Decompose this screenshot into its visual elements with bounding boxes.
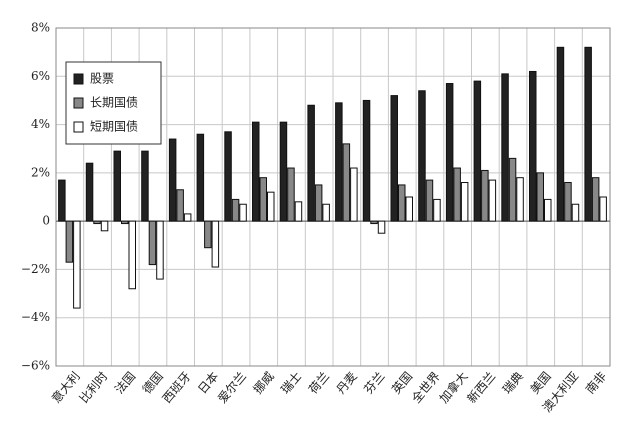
y-tick-label: −6% [21, 359, 50, 373]
y-tick-label: 0 [42, 214, 50, 228]
bar [501, 73, 509, 222]
x-tick-label: 日本 [195, 369, 221, 396]
bar [65, 220, 74, 263]
bar [529, 70, 537, 222]
legend-swatch [73, 121, 84, 133]
bar [362, 99, 371, 222]
bar [453, 167, 461, 222]
bar [73, 220, 81, 309]
bar [204, 220, 212, 249]
legend-label: 长期国债 [90, 96, 138, 110]
bar [224, 131, 232, 222]
bar [591, 177, 600, 222]
bar [342, 143, 351, 222]
bar [488, 179, 497, 222]
bar [536, 172, 544, 222]
x-tick-label: 比利时 [77, 369, 111, 406]
x-tick-label: 芬兰 [361, 369, 387, 396]
x-tick-label: 荷兰 [306, 369, 332, 396]
bar [168, 138, 177, 222]
bar [314, 184, 323, 222]
bar [322, 203, 330, 222]
x-tick-label: 加拿大 [436, 369, 471, 406]
bar [433, 198, 441, 222]
bar [584, 46, 592, 222]
x-tick-label: 南非 [582, 369, 609, 397]
x-tick-label: 瑞典 [500, 369, 526, 396]
bar [100, 220, 109, 232]
bar [239, 203, 247, 222]
bar [121, 220, 129, 225]
bar [307, 104, 315, 222]
bar [259, 177, 267, 222]
legend-swatch [73, 97, 84, 109]
x-tick-label: 爱尔兰 [214, 369, 249, 406]
bar [252, 121, 260, 222]
bar [176, 189, 184, 222]
bar [335, 102, 343, 222]
x-tick-label: 法国 [112, 369, 138, 396]
bar [418, 90, 426, 222]
bar [294, 201, 303, 222]
x-tick-label: 英国 [389, 369, 415, 396]
bar [93, 220, 101, 225]
bar [156, 220, 164, 280]
bar [544, 198, 552, 222]
bar [148, 220, 157, 266]
bar [279, 121, 288, 222]
x-tick-label: 全世界 [408, 369, 443, 406]
bar [128, 220, 136, 290]
y-tick-label: 2% [31, 165, 50, 179]
y-tick-label: 4% [31, 117, 50, 131]
legend-swatch [73, 73, 84, 85]
bar [231, 198, 240, 222]
bar [481, 169, 489, 222]
legend-label: 股票 [90, 72, 114, 86]
x-tick-label: 德国 [139, 369, 166, 397]
legend-label: 短期国债 [90, 120, 138, 134]
y-tick-label: −2% [21, 262, 50, 276]
bar [58, 179, 66, 222]
bar [196, 133, 205, 222]
x-tick-label: 丹麦 [334, 369, 360, 396]
bar [113, 150, 121, 222]
bar [405, 196, 413, 222]
bar [508, 157, 517, 222]
bar [377, 220, 386, 234]
bar [287, 167, 295, 222]
y-tick-label: 8% [31, 21, 50, 35]
bar [211, 220, 220, 268]
bar [556, 46, 565, 222]
bar [390, 95, 398, 222]
plot-frame [55, 27, 611, 367]
x-tick-label: 西班牙 [160, 369, 194, 406]
bar [564, 182, 572, 222]
x-tick-label: 意大利 [48, 369, 83, 406]
bar [85, 162, 94, 222]
y-tick-label: 6% [31, 69, 50, 83]
bar [141, 150, 149, 222]
bar [425, 179, 434, 222]
x-tick-label: 新西兰 [464, 369, 499, 406]
bar [370, 220, 378, 225]
bar [183, 213, 192, 222]
x-tick-label: 挪威 [251, 369, 277, 396]
bar [460, 182, 469, 222]
bar [350, 167, 358, 222]
bar [445, 83, 454, 222]
bar [398, 184, 406, 222]
bar [473, 80, 482, 222]
bar [516, 177, 524, 222]
x-tick-label: 美国 [528, 369, 554, 396]
bar [571, 203, 580, 222]
x-tick-label: 瑞士 [278, 369, 304, 396]
bar [599, 196, 607, 222]
bar [267, 191, 275, 222]
y-tick-label: −4% [21, 310, 50, 324]
